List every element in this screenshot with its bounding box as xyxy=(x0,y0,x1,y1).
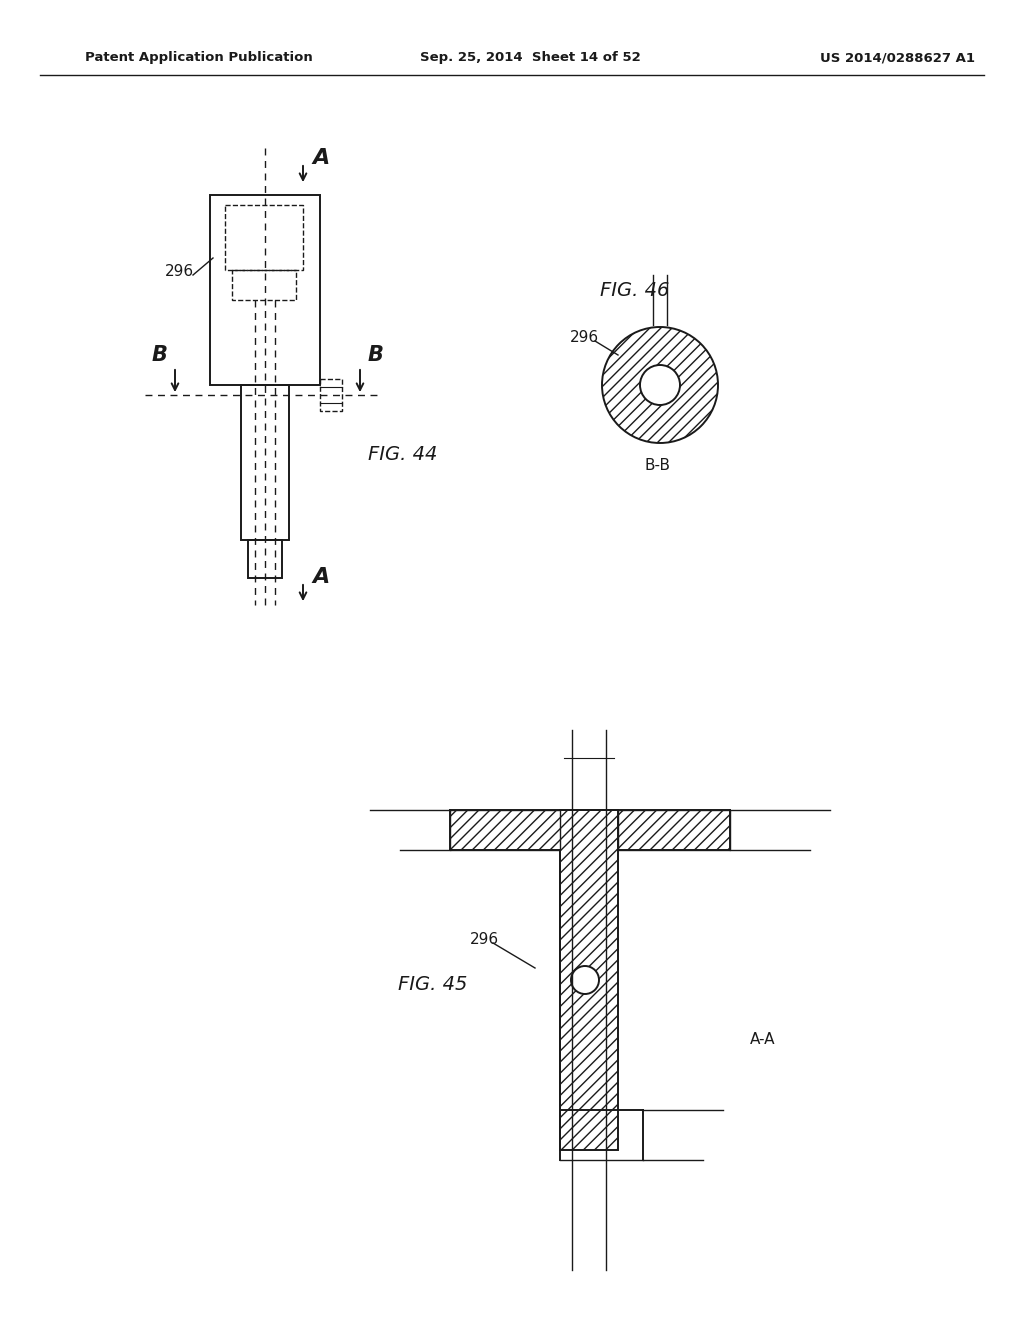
Bar xyxy=(232,271,296,300)
Circle shape xyxy=(602,327,718,444)
Text: FIG. 44: FIG. 44 xyxy=(368,446,437,465)
Text: Patent Application Publication: Patent Application Publication xyxy=(85,51,312,65)
Bar xyxy=(450,810,560,850)
Text: 296: 296 xyxy=(570,330,599,345)
Text: US 2014/0288627 A1: US 2014/0288627 A1 xyxy=(820,51,975,65)
Text: Sep. 25, 2014  Sheet 14 of 52: Sep. 25, 2014 Sheet 14 of 52 xyxy=(420,51,641,65)
Text: 296: 296 xyxy=(165,264,195,280)
Text: FIG. 45: FIG. 45 xyxy=(398,975,467,994)
Text: A-A: A-A xyxy=(750,1032,775,1048)
Text: A: A xyxy=(312,148,330,168)
Bar xyxy=(210,195,319,385)
Circle shape xyxy=(640,366,680,405)
Text: B: B xyxy=(152,345,168,366)
Text: A: A xyxy=(312,568,330,587)
Bar xyxy=(225,205,303,271)
Bar xyxy=(319,379,342,411)
Bar xyxy=(560,810,618,1150)
Text: B: B xyxy=(367,345,383,366)
Text: B-B: B-B xyxy=(645,458,671,473)
Bar xyxy=(248,540,282,578)
Bar xyxy=(241,385,289,540)
Bar xyxy=(618,810,730,850)
Text: FIG. 46: FIG. 46 xyxy=(600,281,670,300)
Circle shape xyxy=(571,966,599,994)
Text: 296: 296 xyxy=(470,932,499,948)
